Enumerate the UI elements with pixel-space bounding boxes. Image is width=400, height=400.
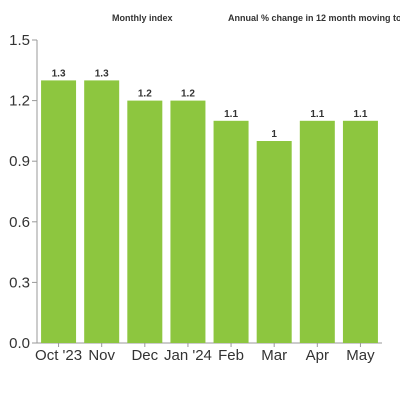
chart-subtitle-right: Annual % change in 12 month moving total… [228,13,400,23]
chart-subtitle-left: Monthly index [112,13,173,23]
x-tick-label: Feb [218,347,244,364]
bar [170,100,206,343]
bar-data-label: 1.3 [95,68,109,79]
bar-data-label: 1.1 [353,109,367,120]
bar [127,100,163,343]
y-tick-label: 0.3 [9,274,30,291]
x-tick-label: Dec [131,347,158,364]
bar-data-label: 1.2 [138,89,152,100]
y-tick-label: 0.9 [9,153,30,170]
x-tick-label: Oct '23 [35,347,82,364]
bar-data-label: 1.1 [224,109,238,120]
bar-data-label: 1.3 [52,68,66,79]
x-tick-label: Apr [306,347,329,364]
x-tick-label: Mar [261,347,287,364]
x-tick-label: Nov [88,347,115,364]
x-tick-label: May [346,347,375,364]
bar [299,120,335,343]
bar [213,120,249,343]
bar-data-label: 1.1 [310,109,324,120]
bar [84,80,120,344]
bar-data-label: 1 [271,129,277,140]
bar [41,80,77,344]
y-tick-label: 0.0 [9,335,30,352]
y-tick-label: 0.6 [9,214,30,231]
y-tick-label: 1.2 [9,93,30,110]
bar [342,120,378,343]
bar-data-label: 1.2 [181,89,195,100]
bar [256,141,292,343]
y-tick-label: 1.5 [9,32,30,49]
x-tick-label: Jan '24 [164,347,212,364]
